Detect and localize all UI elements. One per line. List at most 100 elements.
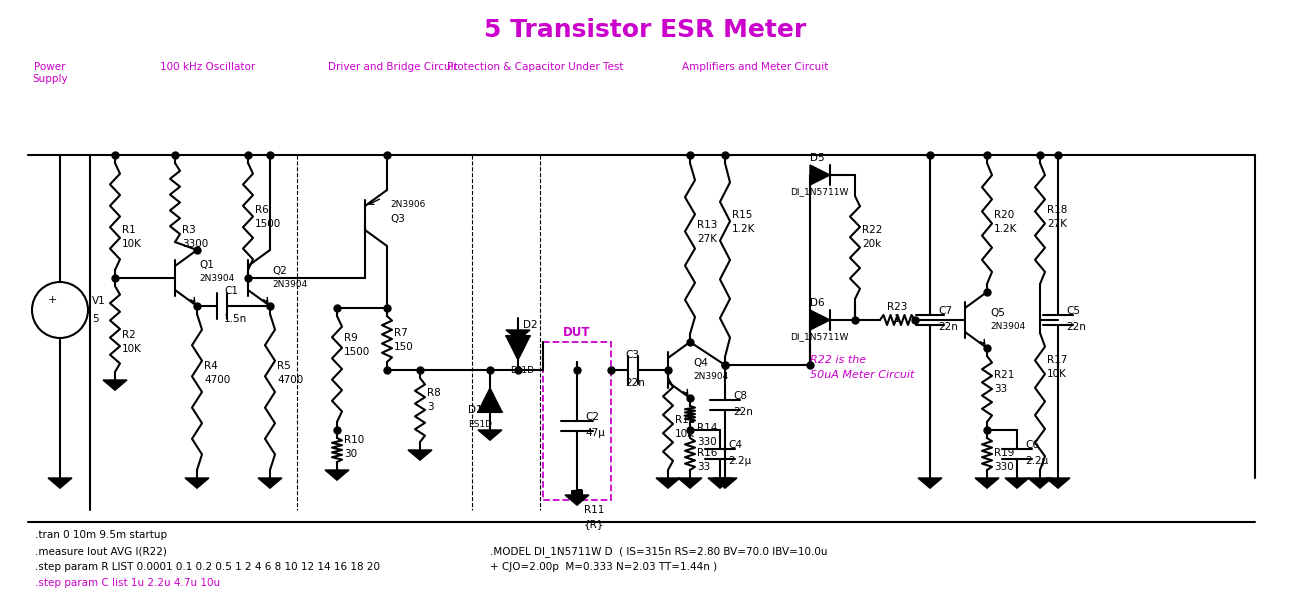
Text: 2N3904: 2N3904 <box>199 274 235 283</box>
Text: 5 Transistor ESR Meter: 5 Transistor ESR Meter <box>484 18 806 42</box>
Text: R15: R15 <box>731 210 752 220</box>
Text: +: + <box>48 295 57 305</box>
Text: Q5: Q5 <box>989 308 1005 318</box>
Text: 1: 1 <box>894 314 900 324</box>
Text: C5: C5 <box>1066 306 1080 316</box>
Text: DI_1N5711W: DI_1N5711W <box>789 187 849 196</box>
Polygon shape <box>810 165 829 185</box>
Text: C2: C2 <box>584 412 599 422</box>
Text: R3: R3 <box>182 225 196 235</box>
Text: D5: D5 <box>810 153 824 163</box>
Text: Power
Supply: Power Supply <box>32 62 68 84</box>
Text: 330: 330 <box>995 462 1014 472</box>
Text: R5: R5 <box>277 361 290 371</box>
Text: ES1D: ES1D <box>468 420 491 429</box>
Polygon shape <box>479 430 502 440</box>
Text: R10: R10 <box>344 435 364 445</box>
Text: R7: R7 <box>393 328 408 338</box>
Text: R6: R6 <box>255 205 268 215</box>
Text: 2N3904: 2N3904 <box>272 280 307 289</box>
Polygon shape <box>184 478 209 488</box>
Text: R22 is the: R22 is the <box>810 355 866 365</box>
Text: R21: R21 <box>995 370 1014 380</box>
Text: R22: R22 <box>862 225 882 235</box>
Text: 2N3904: 2N3904 <box>989 322 1026 331</box>
Polygon shape <box>1046 478 1069 488</box>
Polygon shape <box>325 470 350 480</box>
Text: 22n: 22n <box>733 407 753 417</box>
Text: .step param R LIST 0.0001 0.1 0.2 0.5 1 2 4 6 8 10 12 14 16 18 20: .step param R LIST 0.0001 0.1 0.2 0.5 1 … <box>35 562 381 572</box>
Polygon shape <box>679 478 702 488</box>
Text: 20k: 20k <box>862 239 881 249</box>
Text: 10K: 10K <box>675 429 695 439</box>
Polygon shape <box>506 330 530 340</box>
Polygon shape <box>1005 478 1029 488</box>
Text: 3: 3 <box>427 402 433 412</box>
Text: .tran 0 10m 9.5m startup: .tran 0 10m 9.5m startup <box>35 530 168 540</box>
Text: R13: R13 <box>697 220 717 230</box>
Text: C6: C6 <box>1026 440 1038 450</box>
Text: R9: R9 <box>344 333 357 343</box>
Polygon shape <box>918 478 942 488</box>
Text: .MODEL DI_1N5711W D  ( IS=315n RS=2.80 BV=70.0 IBV=10.0u: .MODEL DI_1N5711W D ( IS=315n RS=2.80 BV… <box>490 546 827 557</box>
Text: R2: R2 <box>123 330 135 340</box>
Text: Q1: Q1 <box>199 260 214 270</box>
Text: V1: V1 <box>92 296 106 306</box>
Text: 50uA Meter Circuit: 50uA Meter Circuit <box>810 370 915 380</box>
Polygon shape <box>408 450 432 460</box>
Text: 27K: 27K <box>697 234 717 244</box>
Text: 2N3904: 2N3904 <box>693 372 729 381</box>
Text: D6: D6 <box>810 298 824 308</box>
Text: Q4: Q4 <box>693 358 708 368</box>
Polygon shape <box>657 478 680 488</box>
Polygon shape <box>103 380 126 390</box>
Text: 1.2K: 1.2K <box>731 224 756 234</box>
Text: C1: C1 <box>224 286 237 296</box>
Text: 5: 5 <box>92 314 98 324</box>
Text: 4700: 4700 <box>277 375 303 385</box>
Polygon shape <box>1028 478 1053 488</box>
Polygon shape <box>258 478 283 488</box>
Text: 2.2µ: 2.2µ <box>728 456 751 466</box>
Text: 3300: 3300 <box>182 239 208 249</box>
Text: R8: R8 <box>427 388 441 398</box>
Text: D2: D2 <box>522 320 538 330</box>
Text: .step param C list 1u 2.2u 4.7u 10u: .step param C list 1u 2.2u 4.7u 10u <box>35 578 221 588</box>
Text: DI_1N5711W: DI_1N5711W <box>789 332 849 341</box>
Text: 330: 330 <box>697 437 717 447</box>
Text: D1: D1 <box>468 405 482 415</box>
Text: R14: R14 <box>697 423 717 433</box>
Text: R18: R18 <box>1047 205 1067 215</box>
Polygon shape <box>975 478 998 488</box>
Text: 47µ: 47µ <box>584 428 605 438</box>
Polygon shape <box>713 478 737 488</box>
Text: 1500: 1500 <box>255 219 281 229</box>
Text: ES1D: ES1D <box>510 366 534 375</box>
Text: Amplifiers and Meter Circuit: Amplifiers and Meter Circuit <box>682 62 828 72</box>
Polygon shape <box>48 478 72 488</box>
Text: Protection & Capacitor Under Test: Protection & Capacitor Under Test <box>446 62 623 72</box>
Bar <box>543 342 611 500</box>
Text: R1: R1 <box>123 225 135 235</box>
Text: 10K: 10K <box>123 344 142 354</box>
Text: 22n: 22n <box>624 378 645 388</box>
Text: Q2: Q2 <box>272 266 286 276</box>
Polygon shape <box>565 495 590 505</box>
Text: 10K: 10K <box>123 239 142 249</box>
Text: 4700: 4700 <box>204 375 230 385</box>
Text: 1500: 1500 <box>344 347 370 357</box>
Text: DUT: DUT <box>564 326 591 339</box>
Text: C4: C4 <box>728 440 742 450</box>
Text: 33: 33 <box>697 462 711 472</box>
Text: 30: 30 <box>344 449 357 459</box>
Text: R19: R19 <box>995 448 1014 458</box>
Text: 150: 150 <box>393 342 414 352</box>
Text: R4: R4 <box>204 361 218 371</box>
Text: R17: R17 <box>1047 355 1067 365</box>
Text: 100 kHz Oscillator: 100 kHz Oscillator <box>160 62 255 72</box>
Text: C7: C7 <box>938 306 952 316</box>
Text: R23: R23 <box>886 302 907 312</box>
Text: 1.2K: 1.2K <box>995 224 1018 234</box>
Text: R16: R16 <box>697 448 717 458</box>
Text: + CJO=2.00p  M=0.333 N=2.03 TT=1.44n ): + CJO=2.00p M=0.333 N=2.03 TT=1.44n ) <box>490 562 717 572</box>
